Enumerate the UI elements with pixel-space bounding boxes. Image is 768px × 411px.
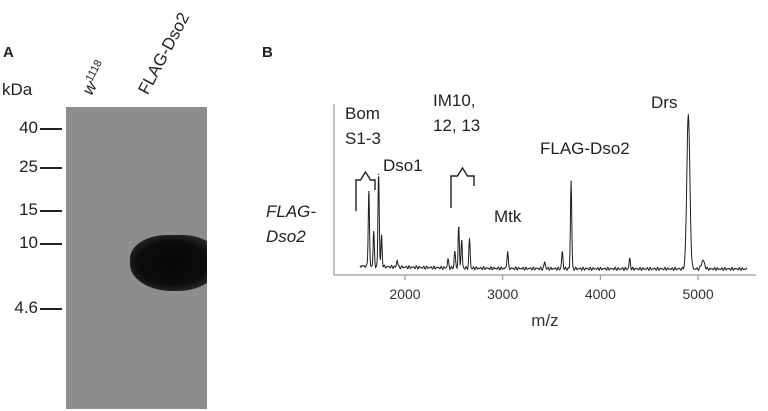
peak-label-mtk: Mtk — [494, 207, 522, 226]
peak-label-bom-line2: S1-3 — [345, 129, 381, 148]
western-blot-image — [66, 107, 207, 409]
flag-dso2-band — [130, 235, 207, 291]
x-axis-label: m/z — [531, 311, 558, 330]
marker-label-25: 25 — [19, 157, 38, 177]
peak-5050 — [702, 259, 704, 261]
kda-label: kDa — [2, 80, 33, 99]
x-tick-label: 5000 — [683, 286, 714, 302]
peak-label-drs: Drs — [651, 93, 678, 112]
peak-3050 — [506, 251, 509, 253]
x-tick-label: 2000 — [389, 286, 420, 302]
spectrum-sample-label-line2: Dso2 — [266, 227, 306, 246]
peak-3430 — [544, 261, 546, 263]
spectrum-trace — [359, 115, 748, 272]
peak-2440 — [447, 259, 449, 261]
peak-label-im-line1: IM10, — [433, 91, 476, 110]
peak-label-im-line2: 12, 13 — [433, 116, 481, 135]
x-tick-label: 4000 — [585, 286, 616, 302]
peak-1630 — [368, 191, 370, 193]
panel-b-letter: B — [262, 44, 273, 61]
marker-label-15: 15 — [19, 199, 38, 219]
peak-3700 — [570, 180, 572, 182]
blot-lane-flag-dso2 — [130, 107, 207, 409]
bom-bracket — [355, 170, 376, 211]
peak-4300 — [629, 258, 631, 260]
spectrum-sample-label-line1: FLAG- — [266, 202, 317, 221]
peak-label-dso1: Dso1 — [383, 156, 423, 175]
panel-a-letter: A — [3, 44, 14, 61]
peak-label-bom-line1: Bom — [345, 104, 380, 123]
peak-4900 — [687, 113, 689, 115]
peak-1920 — [396, 261, 398, 263]
peak-label-flag-dso2: FLAG-Dso2 — [540, 139, 630, 158]
peak-2580 — [461, 240, 463, 243]
peak-2660 — [468, 239, 471, 241]
marker-label-10: 10 — [19, 233, 38, 253]
marker-tick — [40, 167, 62, 170]
peak-2510 — [454, 251, 456, 253]
peak-1760 — [380, 237, 383, 239]
marker-label-4-6: 4.6 — [14, 298, 38, 317]
marker-tick — [40, 243, 62, 246]
im-bracket — [450, 166, 475, 208]
peak-1680 — [373, 234, 375, 236]
marker-tick — [40, 308, 62, 310]
marker-label-40: 40 — [19, 118, 38, 137]
marker-tick — [40, 128, 62, 130]
peak-3610 — [561, 251, 563, 253]
peak-2550 — [458, 227, 460, 229]
x-tick-label: 3000 — [487, 286, 518, 302]
marker-tick — [40, 209, 62, 212]
peak-1730 — [378, 173, 380, 175]
